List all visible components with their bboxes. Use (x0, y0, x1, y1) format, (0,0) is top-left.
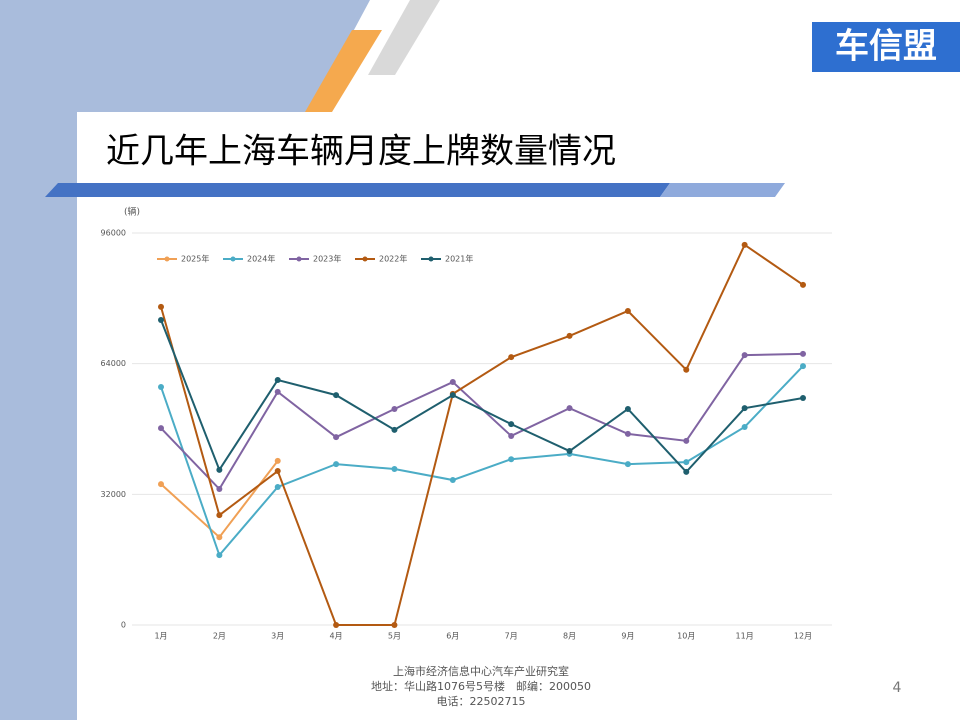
footer-line: 上海市经济信息中心汽车产业研究室 (393, 664, 569, 678)
data-point (566, 332, 573, 339)
x-tick-label: 8月 (563, 632, 576, 641)
x-tick-label: 5月 (388, 632, 401, 641)
data-point (508, 354, 515, 361)
orange-stripe (305, 30, 382, 112)
y-tick-label: 32000 (101, 490, 126, 499)
data-point (741, 405, 748, 412)
legend-label: 2024年 (247, 254, 275, 264)
data-point (216, 466, 223, 473)
data-point (683, 366, 690, 373)
x-tick-label: 6月 (446, 632, 459, 641)
data-point (333, 392, 340, 399)
data-point (216, 512, 223, 519)
data-point (333, 461, 340, 468)
data-point (624, 307, 631, 314)
data-point (274, 457, 281, 464)
data-point (391, 622, 398, 628)
data-point (800, 394, 806, 401)
data-point (158, 425, 164, 432)
data-point (158, 303, 164, 310)
y-tick-label: 96000 (101, 229, 126, 238)
y-axis-unit: (辆) (124, 206, 140, 218)
data-point (158, 316, 164, 323)
data-point (508, 421, 515, 428)
legend-label: 2021年 (445, 254, 473, 264)
x-tick-label: 12月 (794, 632, 812, 641)
data-point (683, 468, 690, 475)
data-point (391, 466, 398, 473)
left-band (0, 0, 370, 720)
legend-dot (230, 256, 236, 262)
x-tick-label: 3月 (271, 632, 284, 641)
title-bar-light (660, 183, 785, 197)
data-point (508, 456, 515, 463)
data-point (741, 241, 748, 248)
data-point (624, 405, 631, 412)
data-point (449, 379, 456, 386)
x-tick-label: 10月 (677, 632, 695, 641)
legend-dot (296, 256, 302, 262)
data-point (391, 405, 398, 412)
data-point (449, 392, 456, 399)
y-tick-label: 64000 (101, 359, 126, 368)
data-point (158, 383, 164, 390)
series-line (160, 319, 804, 474)
gray-stripe (368, 0, 440, 75)
title-bar (45, 183, 670, 197)
data-point (566, 448, 573, 455)
data-point (216, 486, 223, 493)
data-point (391, 426, 398, 433)
x-tick-label: 2月 (213, 632, 226, 641)
data-point (800, 363, 806, 370)
data-point (274, 388, 281, 395)
x-tick-label: 9月 (621, 632, 634, 641)
x-tick-label: 7月 (505, 632, 518, 641)
y-tick-label: 0 (121, 621, 126, 630)
data-point (274, 468, 281, 475)
data-point (683, 459, 690, 466)
page-number: 4 (893, 680, 902, 696)
data-point (741, 352, 748, 359)
footer-line: 电话：22502715 (437, 695, 526, 708)
data-point (800, 281, 806, 288)
legend-dot (164, 256, 170, 262)
legend-label: 2022年 (379, 254, 407, 264)
data-point (216, 552, 223, 559)
legend-label: 2023年 (313, 254, 341, 264)
legend-dot (362, 256, 368, 262)
data-point (508, 432, 515, 439)
slide-title: 近几年上海车辆月度上牌数量情况 (106, 132, 616, 172)
x-tick-label: 1月 (154, 632, 167, 641)
data-point (333, 434, 340, 441)
logo: 车信盟 (835, 27, 937, 67)
data-point (274, 377, 281, 383)
data-point (158, 481, 164, 488)
data-point (741, 423, 748, 430)
footer-line: 地址：华山路1076号5号楼 邮编：200050 (371, 679, 591, 693)
data-point (624, 430, 631, 437)
data-point (683, 437, 690, 444)
series-line (160, 243, 804, 626)
data-point (333, 622, 340, 628)
logo-box (812, 22, 960, 72)
legend-dot (428, 256, 434, 262)
x-tick-label: 11月 (736, 632, 754, 641)
data-point (216, 534, 223, 541)
data-point (800, 350, 806, 357)
series-line (160, 365, 804, 558)
x-tick-label: 4月 (330, 632, 343, 641)
data-point (566, 405, 573, 412)
data-point (449, 477, 456, 484)
data-point (274, 483, 281, 490)
data-point (624, 461, 631, 468)
legend-label: 2025年 (181, 254, 209, 264)
